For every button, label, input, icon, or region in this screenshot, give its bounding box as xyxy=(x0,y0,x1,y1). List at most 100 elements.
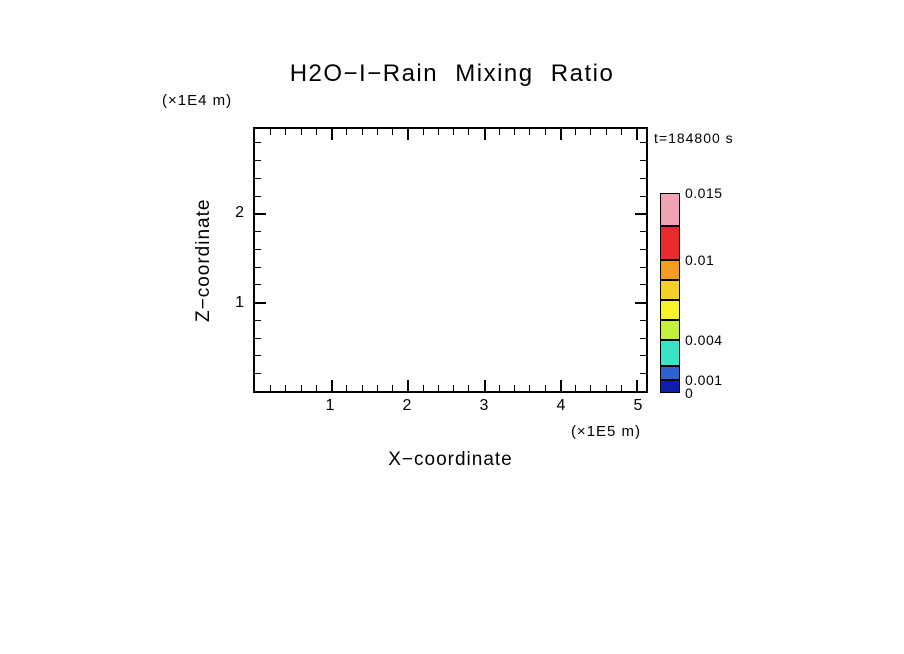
tick-mark xyxy=(407,380,410,391)
tick-mark xyxy=(346,129,348,135)
tick-mark xyxy=(640,195,646,197)
tick-mark xyxy=(529,385,531,391)
colorbar-tick-label: 0 xyxy=(685,385,694,401)
tick-mark xyxy=(575,129,577,135)
colorbar-segment xyxy=(660,259,680,280)
tick-mark xyxy=(255,302,266,305)
tick-mark xyxy=(392,129,394,135)
colorbar-tick-label: 0.001 xyxy=(685,371,723,388)
x-axis-title: X−coordinate xyxy=(388,449,513,470)
chart-title: H2O−I−Rain Mixing Ratio xyxy=(289,60,615,87)
colorbar-segment xyxy=(660,339,680,367)
tick-mark xyxy=(255,195,261,197)
tick-mark xyxy=(640,231,646,233)
tick-mark xyxy=(285,129,287,135)
tick-mark xyxy=(437,129,439,135)
tick-mark xyxy=(300,385,302,391)
tick-mark xyxy=(590,129,592,135)
x-tick-label: 4 xyxy=(556,397,566,414)
tick-mark xyxy=(640,337,646,339)
tick-mark xyxy=(640,284,646,286)
colorbar xyxy=(660,193,680,393)
colorbar-tick-label: 0.01 xyxy=(685,251,715,268)
colorbar-segment xyxy=(660,319,680,340)
x-axis-units: (×1E5 m) xyxy=(570,423,642,440)
tick-mark xyxy=(544,385,546,391)
tick-mark xyxy=(255,160,261,162)
tick-mark xyxy=(514,129,516,135)
tick-mark xyxy=(483,129,486,140)
tick-mark xyxy=(640,373,646,375)
tick-mark xyxy=(640,319,646,321)
tick-mark xyxy=(498,385,500,391)
tick-mark xyxy=(255,337,261,339)
x-tick-label: 2 xyxy=(402,397,412,414)
tick-mark xyxy=(620,129,622,135)
tick-mark xyxy=(255,248,261,250)
tick-mark xyxy=(270,385,272,391)
tick-mark xyxy=(331,380,334,391)
tick-mark xyxy=(255,319,261,321)
tick-mark xyxy=(640,160,646,162)
tick-mark xyxy=(255,231,261,233)
tick-mark xyxy=(636,380,639,391)
tick-mark xyxy=(559,129,562,140)
tick-mark xyxy=(640,248,646,250)
tick-mark xyxy=(376,385,378,391)
colorbar-labels: 0 0.001 0.004 0.01 0.015 xyxy=(685,185,745,401)
plot-area xyxy=(253,127,648,393)
tick-mark xyxy=(635,302,646,305)
tick-mark xyxy=(636,129,639,140)
tick-mark xyxy=(407,129,410,140)
tick-mark xyxy=(270,129,272,135)
tick-mark xyxy=(498,129,500,135)
tick-mark xyxy=(640,142,646,144)
tick-mark xyxy=(285,385,287,391)
tick-mark xyxy=(255,373,261,375)
tick-mark xyxy=(422,385,424,391)
tick-mark xyxy=(575,385,577,391)
colorbar-segment xyxy=(660,366,680,380)
tick-mark xyxy=(255,177,261,179)
z-axis-units: (×1E4 m) xyxy=(162,92,233,109)
tick-mark xyxy=(640,355,646,357)
z-axis-title: Z−coordinate xyxy=(193,198,214,322)
tick-mark xyxy=(544,129,546,135)
tick-mark xyxy=(605,129,607,135)
tick-mark xyxy=(361,385,363,391)
tick-mark xyxy=(640,266,646,268)
tick-mark xyxy=(331,129,334,140)
tick-mark xyxy=(468,385,470,391)
tick-mark xyxy=(376,129,378,135)
x-tick-label: 1 xyxy=(325,397,335,414)
tick-mark xyxy=(255,355,261,357)
tick-mark xyxy=(635,213,646,216)
tick-mark xyxy=(590,385,592,391)
tick-mark xyxy=(392,385,394,391)
colorbar-segment xyxy=(660,279,680,300)
tick-mark xyxy=(300,129,302,135)
tick-mark xyxy=(453,385,455,391)
z-tick-label: 1 xyxy=(235,293,244,311)
colorbar-tick-label: 0.004 xyxy=(685,331,723,348)
tick-mark xyxy=(255,284,261,286)
tick-mark xyxy=(468,129,470,135)
tick-mark xyxy=(346,385,348,391)
tick-mark xyxy=(255,142,261,144)
z-tick-label: 2 xyxy=(235,203,244,221)
tick-mark xyxy=(514,385,516,391)
tick-mark xyxy=(255,266,261,268)
colorbar-segment xyxy=(660,379,680,393)
colorbar-segment xyxy=(660,226,680,260)
x-tick-label: 3 xyxy=(479,397,489,414)
tick-mark xyxy=(605,385,607,391)
tick-mark xyxy=(453,129,455,135)
tick-mark xyxy=(483,380,486,391)
x-tick-label: 5 xyxy=(633,397,643,414)
tick-mark xyxy=(620,385,622,391)
tick-mark xyxy=(422,129,424,135)
colorbar-segment xyxy=(660,299,680,320)
tick-mark xyxy=(529,129,531,135)
